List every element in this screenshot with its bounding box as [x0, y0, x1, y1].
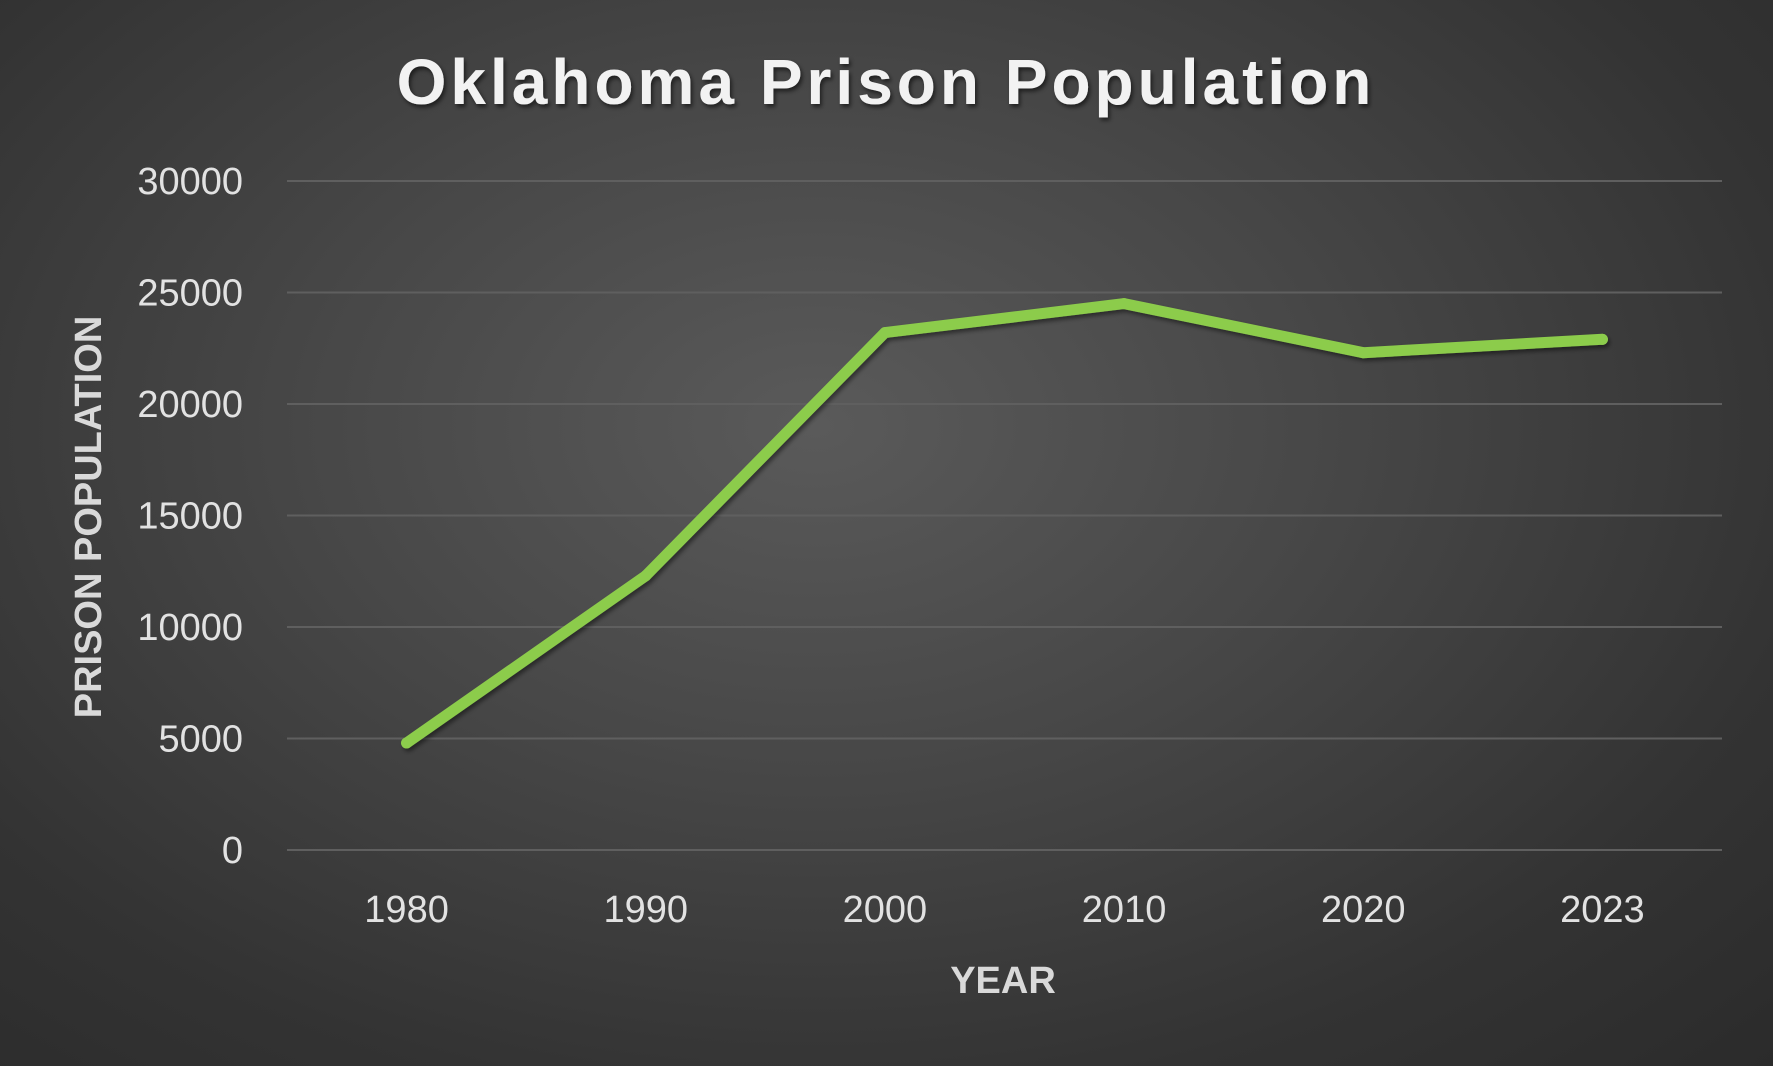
y-tick-label: 5000	[158, 719, 243, 761]
x-tick-label: 1980	[364, 889, 449, 931]
y-tick-label: 30000	[137, 161, 243, 203]
x-axis-title: YEAR	[950, 960, 1056, 1002]
chart-title: Oklahoma Prison Population	[397, 46, 1376, 118]
x-axis-tick-labels: 1980 1990 2000 2010 2020 2023	[364, 889, 1644, 931]
y-tick-label: 20000	[137, 384, 243, 426]
data-point	[879, 327, 891, 339]
series-line-0	[401, 298, 1608, 749]
y-axis-tick-labels: 0 5000 10000 15000 20000 25000 30000	[137, 161, 243, 872]
series-line	[401, 298, 1608, 749]
data-point	[1118, 298, 1130, 310]
x-tick-label: 2023	[1560, 889, 1645, 931]
data-point	[1596, 333, 1608, 345]
y-tick-label: 10000	[137, 607, 243, 649]
x-tick-label: 2010	[1082, 889, 1167, 931]
data-point	[640, 570, 652, 582]
y-tick-label: 15000	[137, 496, 243, 538]
y-tick-label: 25000	[137, 273, 243, 315]
x-tick-label: 2000	[843, 889, 928, 931]
x-tick-label: 2020	[1321, 889, 1406, 931]
x-tick-label: 1990	[603, 889, 688, 931]
data-point	[401, 737, 413, 749]
data-point	[1357, 347, 1369, 359]
y-tick-label: 0	[222, 830, 243, 872]
gridlines	[287, 180, 1722, 851]
y-axis-title: PRISON POPULATION	[68, 316, 110, 719]
